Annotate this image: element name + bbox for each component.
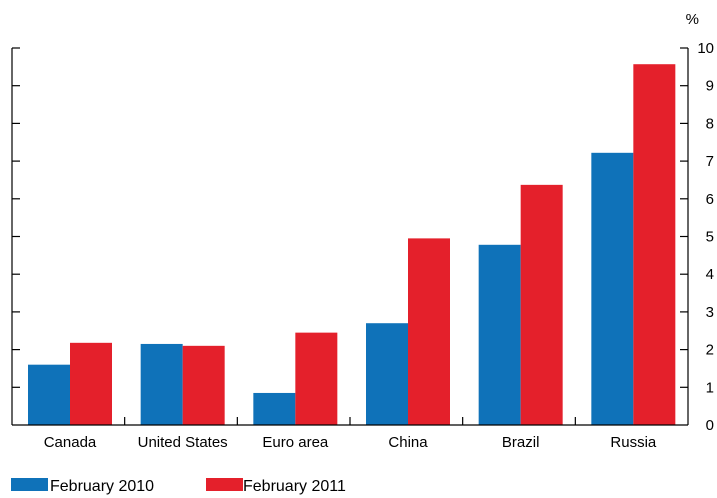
bar-china-series-1 bbox=[366, 323, 408, 425]
bars-group bbox=[28, 64, 676, 425]
y-tick-label-0: 0 bbox=[706, 417, 714, 434]
bar-russia-series-2 bbox=[633, 64, 676, 425]
legend: February 2010 February 2011 bbox=[11, 478, 346, 495]
x-tick-label-euro-area: Euro area bbox=[262, 434, 329, 451]
x-tick-label-brazil: Brazil bbox=[502, 434, 540, 451]
y-tick-label-7: 7 bbox=[706, 153, 714, 170]
bar-brazil-series-1 bbox=[478, 244, 521, 425]
bar-euro-area-series-2 bbox=[295, 332, 338, 425]
bar-united-states-series-1 bbox=[140, 343, 183, 425]
y-tick-label-8: 8 bbox=[706, 115, 714, 132]
x-ticks-group: Canada United States Euro area China Brazil R… bbox=[44, 417, 657, 451]
bar-brazil-series-2 bbox=[520, 184, 563, 425]
y-tick-label-6: 6 bbox=[706, 191, 714, 208]
y-tick-label-5: 5 bbox=[706, 229, 714, 246]
bar-canada-series-1 bbox=[28, 364, 70, 425]
y-tick-label-9: 9 bbox=[706, 78, 714, 95]
x-tick-label-china: China bbox=[388, 434, 428, 451]
bar-china-series-2 bbox=[408, 238, 450, 425]
axes-group bbox=[11, 48, 689, 426]
bar-euro-area-series-1 bbox=[253, 392, 296, 425]
legend-swatch-series-2 bbox=[206, 478, 243, 491]
y-tick-label-10: 10 bbox=[697, 40, 714, 57]
legend-label-series-1: February 2010 bbox=[50, 478, 154, 495]
legend-swatch-series-1 bbox=[11, 478, 48, 491]
y-tick-label-2: 2 bbox=[706, 342, 714, 359]
bar-russia-series-1 bbox=[591, 152, 634, 425]
y-unit-label: % bbox=[686, 11, 699, 28]
bar-canada-series-2 bbox=[70, 342, 112, 425]
x-tick-label-canada: Canada bbox=[44, 434, 97, 451]
y-tick-label-4: 4 bbox=[706, 266, 714, 283]
legend-label-series-2: February 2011 bbox=[243, 478, 346, 495]
y-ticks-group: 0 1 2 3 4 5 6 7 8 9 10 bbox=[12, 40, 714, 434]
y-tick-label-3: 3 bbox=[706, 304, 714, 321]
bar-united-states-series-2 bbox=[182, 345, 225, 425]
y-tick-label-1: 1 bbox=[706, 379, 714, 396]
x-tick-label-united-states: United States bbox=[138, 434, 228, 451]
x-tick-label-russia: Russia bbox=[610, 434, 657, 451]
